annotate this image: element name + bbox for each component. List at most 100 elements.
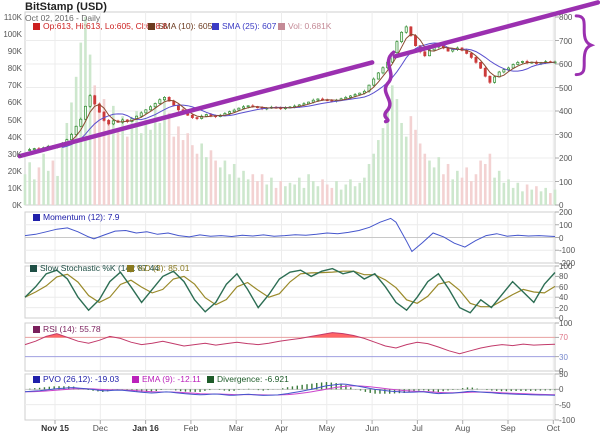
volume-bar bbox=[488, 153, 492, 205]
legend-swatch-icon bbox=[207, 376, 214, 383]
trendline-annotation bbox=[392, 0, 600, 59]
pvo-legend-item: EMA (9): -12.11 bbox=[132, 375, 201, 384]
legend-swatch-icon bbox=[33, 23, 40, 30]
volume-bar bbox=[256, 181, 259, 205]
price-right-tick: 0 bbox=[559, 201, 564, 210]
volume-bar bbox=[158, 122, 162, 205]
month-label: Sep bbox=[500, 423, 516, 433]
candle-body bbox=[153, 103, 157, 108]
volume-bar bbox=[358, 182, 362, 205]
legend-swatch-icon bbox=[278, 23, 285, 30]
volume-bar bbox=[274, 187, 278, 205]
volume-bar bbox=[409, 116, 413, 205]
volume-bar bbox=[42, 153, 45, 205]
candle-body bbox=[176, 104, 180, 111]
volume-left-tick: 70K bbox=[7, 81, 22, 91]
price-right-tick: 700 bbox=[559, 36, 573, 46]
volume-bar bbox=[339, 189, 343, 205]
volume-bar bbox=[51, 160, 55, 205]
month-label: Mar bbox=[228, 423, 244, 433]
momentum-right-tick: 0 bbox=[559, 233, 564, 243]
candle-body bbox=[107, 120, 111, 125]
volume-bar bbox=[135, 111, 138, 205]
candle-body bbox=[111, 120, 115, 125]
volume-bar bbox=[349, 179, 352, 205]
pvo-right-tick: 0 bbox=[559, 385, 564, 395]
candle-body bbox=[32, 148, 36, 150]
volume-bar bbox=[544, 187, 548, 205]
volume-left-tick: 40K bbox=[7, 132, 22, 142]
volume-bar bbox=[511, 187, 515, 205]
price-right-tick: 500 bbox=[559, 83, 573, 93]
price-legend-item: SMA (25): 607 bbox=[212, 22, 276, 31]
volume-bar bbox=[23, 174, 27, 205]
volume-bar bbox=[521, 191, 524, 205]
volume-bar bbox=[112, 105, 115, 205]
volume-bar bbox=[428, 160, 431, 205]
volume-bar bbox=[28, 162, 31, 205]
volume-bar bbox=[451, 179, 455, 205]
stochastic-legend-item: %D (3): 85.01 bbox=[127, 264, 189, 273]
price-legend-item: Op:613, Hi:613, Lo:605, Cl:608.8 bbox=[33, 22, 167, 31]
stochastic-panel-frame bbox=[24, 265, 556, 319]
volume-bar bbox=[497, 170, 501, 205]
legend-label: Vol: 0.681K bbox=[288, 21, 332, 31]
volume-bar bbox=[214, 160, 217, 205]
volume-bar bbox=[167, 112, 171, 205]
volume-bar bbox=[232, 163, 236, 205]
candle-body bbox=[70, 134, 73, 141]
candle-body bbox=[242, 106, 245, 109]
volume-bar bbox=[209, 150, 213, 205]
volume-bar bbox=[302, 187, 306, 205]
volume-bar bbox=[372, 153, 375, 205]
volume-bar bbox=[195, 153, 199, 205]
stochastic-right-tick: 100 bbox=[559, 262, 573, 271]
candle-body bbox=[102, 111, 106, 121]
volume-bar bbox=[367, 163, 371, 205]
volume-bar bbox=[377, 140, 380, 205]
volume-bar bbox=[553, 189, 557, 205]
price-right-tick: 200 bbox=[559, 154, 573, 163]
momentum-right-tick: 200 bbox=[559, 208, 573, 217]
rsi-right-tick: 0 bbox=[559, 367, 564, 376]
volume-bar bbox=[311, 181, 315, 205]
candle-body bbox=[83, 105, 87, 120]
candle-body bbox=[423, 51, 427, 57]
volume-bar bbox=[228, 174, 231, 205]
legend-swatch-icon bbox=[33, 325, 40, 333]
squiggle-annotation bbox=[383, 50, 396, 124]
rsi-panel-frame bbox=[24, 322, 556, 372]
candle-body bbox=[167, 97, 171, 102]
volume-bar bbox=[288, 182, 292, 205]
candle-body bbox=[228, 111, 232, 114]
pvo-right-tick: 50 bbox=[559, 370, 568, 379]
legend-swatch-icon bbox=[148, 23, 155, 30]
candle-body bbox=[232, 109, 236, 113]
candle-body bbox=[358, 92, 362, 95]
candle-body bbox=[348, 95, 352, 98]
candle-body bbox=[446, 47, 450, 52]
candle-body bbox=[139, 112, 143, 117]
month-label: May bbox=[318, 423, 335, 433]
volume-bar bbox=[395, 99, 399, 205]
volume-bar bbox=[98, 111, 101, 205]
volume-bar bbox=[325, 184, 329, 205]
rsi-right-tick: 30 bbox=[559, 352, 568, 362]
pvo-right-tick: -50 bbox=[559, 400, 571, 410]
candle-body bbox=[237, 107, 241, 111]
price-right-tick: 400 bbox=[559, 107, 573, 116]
sma10-line bbox=[38, 33, 556, 150]
volume-bar bbox=[102, 99, 106, 205]
trendline-annotation bbox=[17, 60, 375, 159]
momentum-line bbox=[24, 217, 556, 253]
volume-bar bbox=[186, 133, 190, 205]
volume-bar bbox=[507, 179, 510, 205]
month-label: Jan 16 bbox=[132, 423, 159, 433]
volume-bar bbox=[307, 174, 310, 205]
candle-body bbox=[204, 114, 208, 117]
volume-left-tick: 20K bbox=[7, 166, 22, 176]
volume-bar bbox=[121, 116, 124, 205]
volume-left-tick: 90K bbox=[7, 47, 22, 57]
legend-label: SMA (10): 605 bbox=[158, 21, 213, 31]
